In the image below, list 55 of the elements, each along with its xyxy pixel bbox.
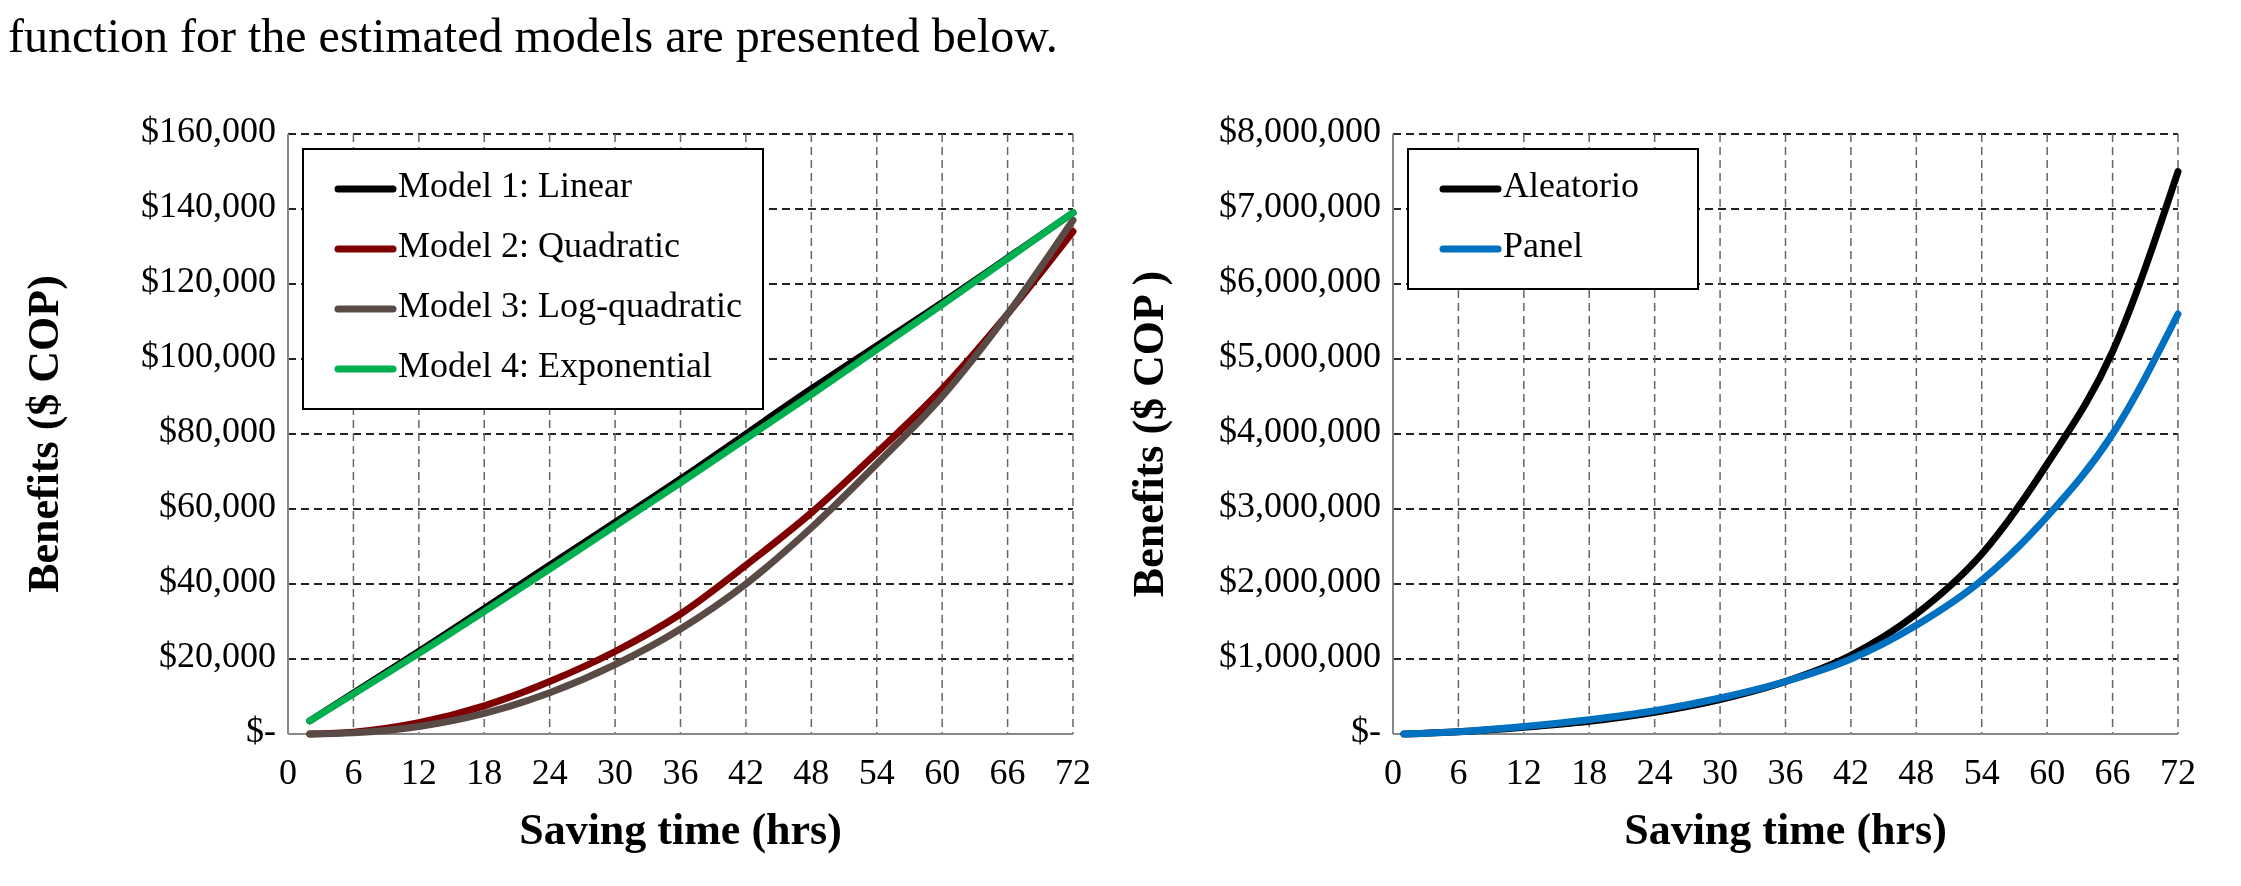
legend-label: Model 1: Linear <box>398 165 632 206</box>
y-tick-label: $8,000,000 <box>1219 110 1381 151</box>
legend-label: Model 3: Log-quadratic <box>398 285 742 326</box>
legend-label: Model 2: Quadratic <box>398 225 680 266</box>
x-tick-label: 24 <box>1636 752 1673 792</box>
x-tick-label: 72 <box>2160 752 2196 792</box>
y-tick-label: $7,000,000 <box>1219 185 1381 226</box>
x-tick-label: 48 <box>1898 752 1935 792</box>
y-tick-label: $6,000,000 <box>1219 260 1381 301</box>
y-tick-label: $100,000 <box>141 335 276 376</box>
y-axis-title: Benefits ($ COP) <box>19 275 68 593</box>
x-axis-title: Saving time (hrs) <box>519 805 842 854</box>
x-tick-label: 6 <box>1449 752 1468 792</box>
y-tick-label: $3,000,000 <box>1219 485 1381 526</box>
x-tick-label: 30 <box>1702 752 1739 792</box>
y-tick-label: $80,000 <box>159 410 276 451</box>
x-tick-label: 54 <box>1963 752 2000 792</box>
x-tick-label: 72 <box>1055 752 1091 792</box>
text: function for the estimated models are presented below. <box>8 8 1059 64</box>
y-tick-label: $- <box>246 710 276 751</box>
legend-label: Model 4: Exponential <box>398 345 712 386</box>
y-tick-label: $120,000 <box>141 260 276 301</box>
x-tick-label: 54 <box>858 752 895 792</box>
y-tick-label: $60,000 <box>159 485 276 526</box>
y-tick-label: $20,000 <box>159 635 276 676</box>
x-tick-label: 12 <box>400 752 437 792</box>
legend-label: Panel <box>1503 225 1583 266</box>
y-tick-label: $5,000,000 <box>1219 335 1381 376</box>
y-tick-label: $2,000,000 <box>1219 560 1381 601</box>
x-tick-label: 66 <box>2094 752 2131 792</box>
x-tick-label: 30 <box>597 752 634 792</box>
x-tick-label: 12 <box>1505 752 1542 792</box>
x-tick-label: 42 <box>727 752 764 792</box>
x-axis-title: Saving time (hrs) <box>1624 805 1947 854</box>
x-tick-label: 18 <box>1571 752 1608 792</box>
x-tick-label: 24 <box>531 752 568 792</box>
x-tick-label: 48 <box>793 752 830 792</box>
y-tick-label: $140,000 <box>141 185 276 226</box>
x-tick-label: 18 <box>466 752 503 792</box>
y-tick-label: $1,000,000 <box>1219 635 1381 676</box>
x-tick-label: 60 <box>924 752 961 792</box>
y-tick-label: $40,000 <box>159 560 276 601</box>
y-tick-label: $- <box>1351 710 1381 751</box>
x-tick-label: 0 <box>279 752 297 792</box>
x-tick-label: 6 <box>344 752 363 792</box>
x-tick-label: 36 <box>1767 752 1804 792</box>
y-tick-label: $4,000,000 <box>1219 410 1381 451</box>
x-tick-label: 36 <box>662 752 699 792</box>
y-axis-title: Benefits ($ COP ) <box>1124 270 1173 598</box>
x-tick-label: 66 <box>989 752 1026 792</box>
x-tick-label: 60 <box>2029 752 2066 792</box>
legend-label: Aleatorio <box>1503 165 1639 206</box>
x-tick-label: 0 <box>1384 752 1402 792</box>
y-tick-label: $160,000 <box>141 110 276 151</box>
x-tick-label: 42 <box>1832 752 1869 792</box>
